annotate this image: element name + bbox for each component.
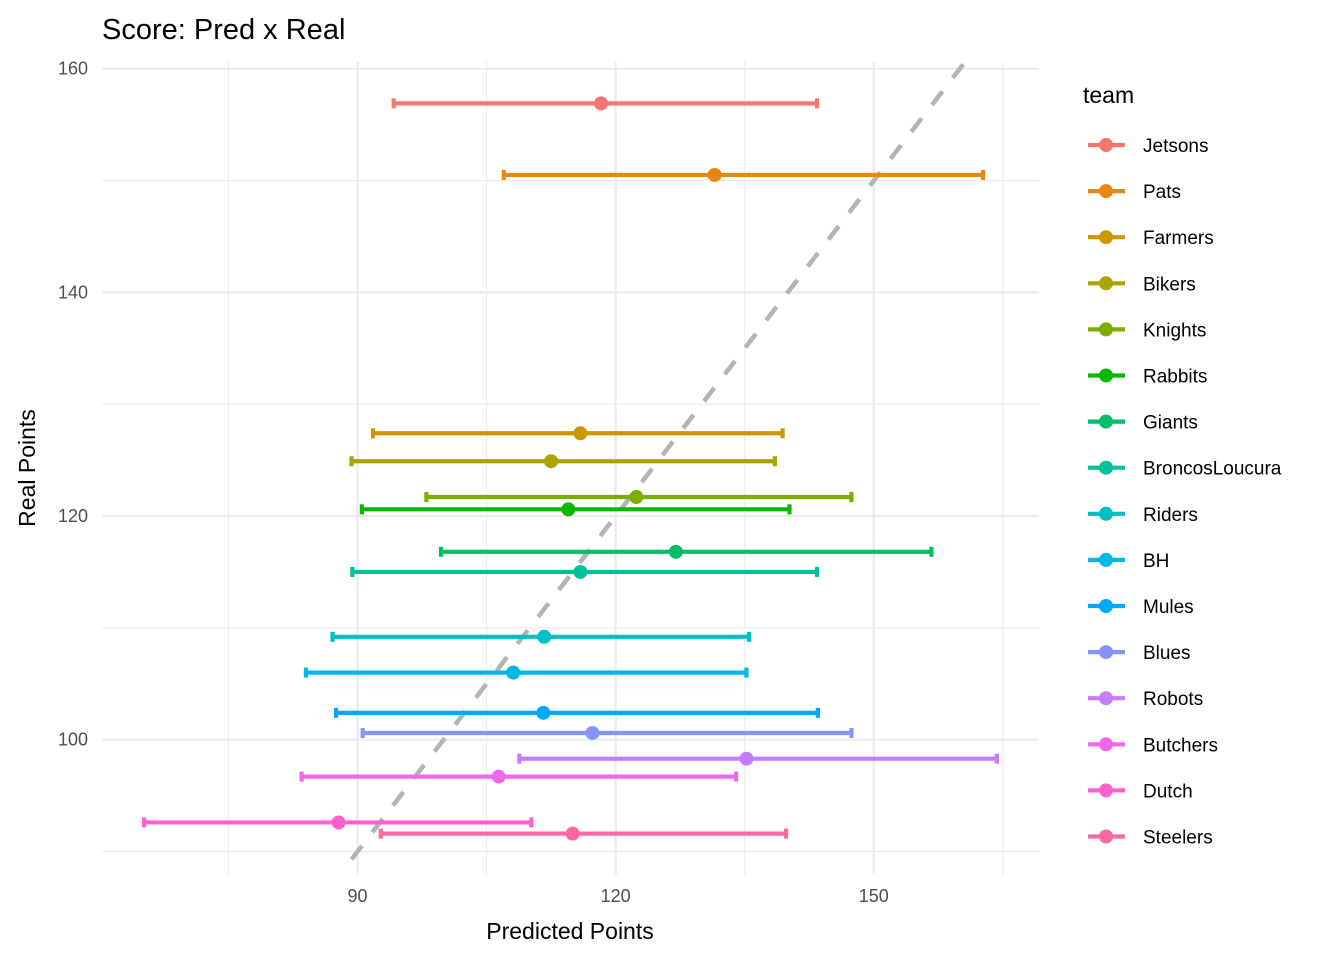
x-tick-label: 90 xyxy=(348,886,368,906)
legend-key-point xyxy=(1099,599,1113,613)
team-bh-errorbar xyxy=(303,665,749,680)
legend-label: Mules xyxy=(1143,597,1194,618)
legend-key-point xyxy=(1099,184,1113,199)
legend-item-rabbits: Rabbits xyxy=(1088,367,1207,388)
team-dutch-errorbar xyxy=(142,815,534,830)
legend-key-point xyxy=(1099,829,1113,844)
team-broncosloucura-errorbar xyxy=(350,564,820,579)
data-point xyxy=(561,502,576,517)
data-point xyxy=(565,826,580,841)
legend-label: Jetsons xyxy=(1143,136,1208,157)
data-point xyxy=(331,815,346,830)
y-tick-label: 120 xyxy=(58,506,88,526)
legend-label: Butchers xyxy=(1143,735,1218,756)
legend-key-point xyxy=(1099,138,1113,152)
team-farmers-errorbar xyxy=(370,426,785,441)
team-riders-errorbar xyxy=(330,629,752,644)
legend-item-mules: Mules xyxy=(1088,597,1194,618)
y-axis-title: Real Points xyxy=(14,409,40,527)
legend-key-point xyxy=(1099,230,1113,245)
data-point xyxy=(739,751,754,766)
data-point xyxy=(629,490,644,505)
legend-key-point xyxy=(1099,737,1113,752)
team-knights-errorbar xyxy=(424,490,854,505)
legend-key-point xyxy=(1099,645,1113,660)
data-point xyxy=(537,629,552,644)
legend-label: Rabbits xyxy=(1143,367,1207,388)
legend-item-giants: Giants xyxy=(1088,413,1198,434)
team-giants-errorbar xyxy=(438,544,934,559)
legend-label: Pats xyxy=(1143,182,1181,203)
legend-item-knights: Knights xyxy=(1088,320,1206,341)
team-steelers-errorbar xyxy=(378,826,789,841)
team-pats-errorbar xyxy=(501,167,986,182)
legend-label: Dutch xyxy=(1143,781,1193,802)
legend-label: BH xyxy=(1143,551,1169,572)
data-point xyxy=(668,544,683,559)
x-axis-title: Predicted Points xyxy=(486,918,653,944)
legend-item-riders: Riders xyxy=(1088,505,1198,526)
team-blues-errorbar xyxy=(360,725,854,740)
y-tick-label: 160 xyxy=(58,59,88,79)
team-butchers-errorbar xyxy=(299,769,739,784)
legend-label: Steelers xyxy=(1143,828,1213,849)
y-tick-label: 100 xyxy=(58,730,88,750)
team-jetsons-errorbar xyxy=(391,96,820,111)
legend-item-farmers: Farmers xyxy=(1088,228,1214,249)
legend-label: Robots xyxy=(1143,689,1203,710)
legend-key-point xyxy=(1099,368,1113,383)
legend-item-blues: Blues xyxy=(1088,643,1191,664)
legend-item-bh: BH xyxy=(1088,551,1169,572)
x-tick-label: 150 xyxy=(859,886,889,906)
legend-label: Knights xyxy=(1143,320,1206,341)
legend-item-butchers: Butchers xyxy=(1088,735,1218,756)
data-point xyxy=(707,167,722,182)
y-axis-ticks: 100 120 140 160 xyxy=(58,59,88,750)
legend-key-point xyxy=(1099,276,1113,291)
team-bikers-errorbar xyxy=(349,454,777,469)
legend-label: Giants xyxy=(1143,413,1198,434)
data-point xyxy=(594,96,609,111)
y-tick-label: 140 xyxy=(58,282,88,302)
data-point xyxy=(573,426,588,441)
legend-key-point xyxy=(1099,783,1113,798)
legend-title: team xyxy=(1083,82,1134,108)
data-point xyxy=(585,725,600,740)
legend-label: Riders xyxy=(1143,505,1198,526)
x-tick-label: 120 xyxy=(601,886,631,906)
team-robots-errorbar xyxy=(517,751,999,766)
grid-lines xyxy=(102,62,1039,875)
team-mules-errorbar xyxy=(333,705,820,720)
legend-label: Blues xyxy=(1143,643,1191,664)
legend-key-point xyxy=(1099,552,1113,567)
legend: team Jetsons Pats Farmers Bikers Knights Rabb… xyxy=(1083,82,1282,849)
legend-key-point xyxy=(1099,691,1113,706)
team-rabbits-errorbar xyxy=(359,502,792,517)
data-point xyxy=(536,705,551,720)
legend-key-point xyxy=(1099,322,1113,337)
legend-item-dutch: Dutch xyxy=(1088,781,1193,802)
data-point xyxy=(544,454,559,469)
legend-key-point xyxy=(1099,506,1113,521)
legend-item-robots: Robots xyxy=(1088,689,1203,710)
legend-label: BroncosLoucura xyxy=(1143,459,1282,480)
legend-key-point xyxy=(1099,460,1113,475)
legend-item-broncosloucura: BroncosLoucura xyxy=(1088,459,1282,480)
error-bars xyxy=(142,96,999,841)
legend-key-point xyxy=(1099,414,1113,429)
chart-title: Score: Pred x Real xyxy=(102,14,345,46)
x-axis-ticks: 90 120 150 xyxy=(348,886,889,906)
legend-item-jetsons: Jetsons xyxy=(1088,136,1208,157)
legend-item-steelers: Steelers xyxy=(1088,828,1213,849)
legend-label: Bikers xyxy=(1143,274,1196,295)
data-point xyxy=(491,769,506,784)
data-point xyxy=(573,564,588,579)
legend-item-bikers: Bikers xyxy=(1088,274,1196,295)
legend-item-pats: Pats xyxy=(1088,182,1181,203)
legend-label: Farmers xyxy=(1143,228,1214,249)
data-point xyxy=(506,665,521,680)
